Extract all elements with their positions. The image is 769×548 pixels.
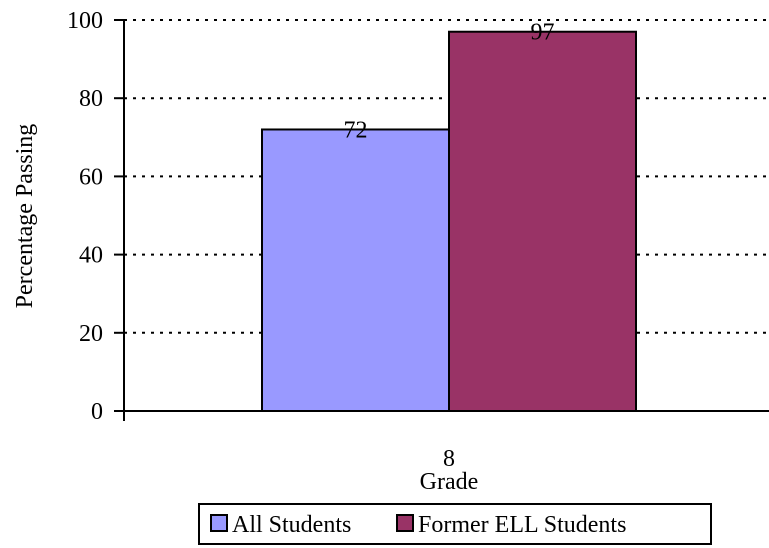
y-tick-label: 80: [79, 86, 103, 112]
legend-swatch: [396, 514, 414, 532]
legend-label: All Students: [232, 512, 351, 538]
legend-box: [198, 503, 712, 545]
y-tick-label: 0: [91, 399, 103, 425]
data-label: 72: [344, 117, 368, 143]
y-tick-label: 40: [79, 243, 103, 269]
bar-former-ell-students: [448, 30, 637, 412]
y-tick-labels: 0 20 40 60 80 100: [67, 8, 103, 425]
bars: [261, 30, 637, 412]
legend-label: Former ELL Students: [418, 512, 626, 538]
data-label: 97: [531, 20, 555, 46]
x-axis-title: Grade: [420, 469, 479, 495]
y-tick-label: 60: [79, 164, 103, 190]
x-category-labels: 8: [443, 446, 455, 472]
y-axis-title: Percentage Passing: [12, 124, 38, 309]
legend-swatch: [210, 514, 228, 532]
y-tick-label: 20: [79, 321, 103, 347]
bar-all-students: [261, 128, 450, 412]
axes: [114, 19, 769, 421]
x-tick-label: 8: [443, 446, 455, 472]
y-tick-label: 100: [67, 8, 103, 34]
legend: All Students Former ELL Students: [198, 503, 712, 545]
data-labels: 72 97: [344, 20, 555, 144]
